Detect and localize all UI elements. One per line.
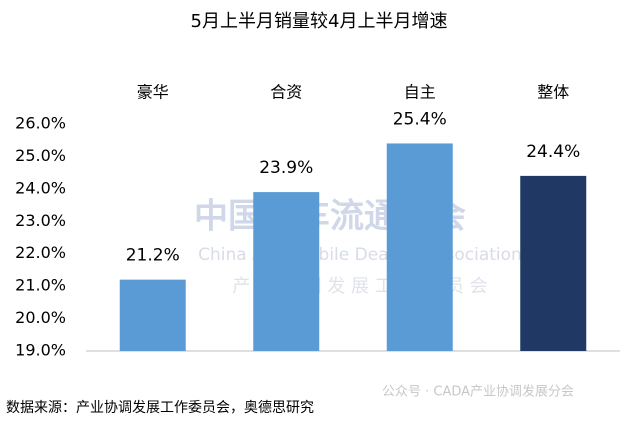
y-tick-label: 24.0% xyxy=(15,178,66,197)
category-label: 合资 xyxy=(270,83,302,102)
y-tick-label: 21.0% xyxy=(15,276,66,295)
bar xyxy=(253,192,320,351)
data-label: 21.2% xyxy=(126,246,180,266)
y-tick-label: 26.0% xyxy=(15,114,66,133)
watermark: China Automobile Dealers Association xyxy=(198,245,522,265)
data-label: 25.4% xyxy=(393,109,447,129)
y-tick-label: 20.0% xyxy=(15,308,66,327)
bar xyxy=(386,143,453,351)
y-tick-label: 19.0% xyxy=(15,341,66,360)
source-note: 数据来源：产业协调发展工作委员会，奥德思研究 xyxy=(6,399,314,416)
bar xyxy=(520,175,587,351)
data-label: 23.9% xyxy=(259,158,313,178)
category-label: 自主 xyxy=(404,83,436,102)
watermark: 公众号 · CADA产业协调发展分会 xyxy=(382,384,574,400)
chart-title: 5月上半月销量较4月上半月增速 xyxy=(191,11,448,32)
category-label: 豪华 xyxy=(137,83,169,102)
bar xyxy=(119,279,186,351)
category-label: 整体 xyxy=(537,83,569,102)
y-tick-label: 23.0% xyxy=(15,211,66,230)
y-tick-label: 22.0% xyxy=(15,243,66,262)
y-tick-label: 25.0% xyxy=(15,146,66,165)
data-label: 24.4% xyxy=(526,142,580,162)
